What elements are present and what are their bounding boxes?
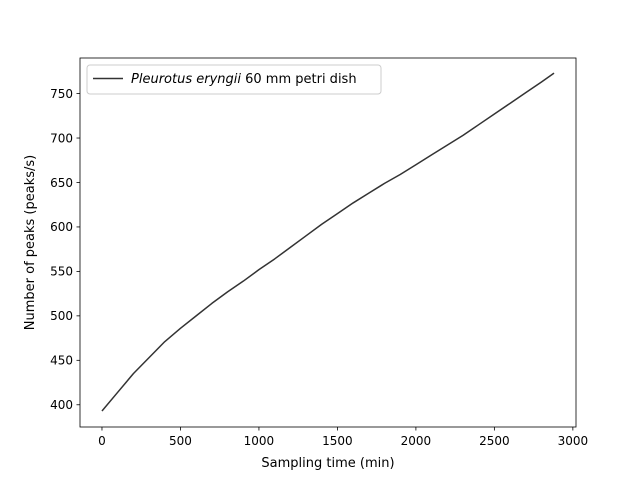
x-tick-label: 2000 [401,434,432,448]
y-tick-label: 550 [50,265,73,279]
x-tick-label: 3000 [558,434,589,448]
series-layer [101,72,555,412]
y-tick-label: 500 [50,309,73,323]
y-axis-label: Number of peaks (peaks/s) [23,155,38,330]
x-tick-label: 500 [169,434,192,448]
x-axis-label: Sampling time (min) [261,456,394,471]
plot-area-frame [79,57,577,428]
series-line [101,72,555,412]
y-tick-label: 600 [50,220,73,234]
legend: Pleurotus eryngii 60 mm petri dish [86,64,382,95]
y-tick-label: 650 [50,176,73,190]
legend-label-rest: 60 mm petri dish [241,72,357,87]
x-tick-label: 0 [98,434,106,448]
legend-label: Pleurotus eryngii 60 mm petri dish [131,72,357,87]
y-tick-label: 700 [50,131,73,145]
y-tick-label: 400 [50,398,73,412]
x-tick-label: 2500 [479,434,510,448]
ticks-layer: 0 500 1000 1500 2000 2500 3000 400 450 500 550 600 6… [50,87,588,448]
y-tick-label: 750 [50,87,73,101]
y-tick-label: 450 [50,354,73,368]
x-tick-label: 1500 [322,434,353,448]
x-tick-label: 1000 [244,434,275,448]
legend-label-italic: Pleurotus eryngii [131,72,241,87]
legend-box [86,64,382,95]
